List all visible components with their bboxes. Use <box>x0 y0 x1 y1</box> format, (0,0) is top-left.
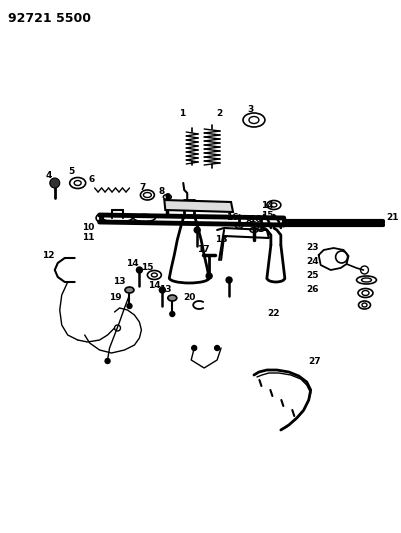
Circle shape <box>105 359 110 364</box>
Text: 2: 2 <box>215 109 222 117</box>
Text: 25: 25 <box>306 271 318 280</box>
Text: 10: 10 <box>81 223 94 232</box>
Text: 7: 7 <box>139 183 145 192</box>
Polygon shape <box>164 200 233 212</box>
Text: 24: 24 <box>306 257 318 266</box>
Text: 13: 13 <box>113 278 126 287</box>
Text: 20: 20 <box>182 294 195 303</box>
Text: 1: 1 <box>179 109 185 117</box>
Ellipse shape <box>125 287 134 293</box>
Text: 15: 15 <box>141 263 153 272</box>
Circle shape <box>225 277 231 283</box>
Text: 21: 21 <box>385 214 398 222</box>
Text: 18: 18 <box>214 236 227 245</box>
Text: 12: 12 <box>41 251 54 260</box>
Text: 4: 4 <box>45 171 52 180</box>
Circle shape <box>206 273 212 279</box>
Circle shape <box>159 287 165 293</box>
Text: 11: 11 <box>81 233 94 243</box>
Text: 16: 16 <box>248 215 261 224</box>
Text: 8: 8 <box>158 188 164 197</box>
Text: 26: 26 <box>306 286 318 295</box>
Text: 17: 17 <box>196 246 209 254</box>
Text: 9: 9 <box>164 193 170 203</box>
Text: 5: 5 <box>69 167 75 176</box>
Circle shape <box>191 345 196 351</box>
Text: 14: 14 <box>126 259 138 268</box>
Text: 19: 19 <box>109 294 122 303</box>
Text: 6: 6 <box>88 175 95 184</box>
Ellipse shape <box>167 295 176 301</box>
Circle shape <box>50 178 60 188</box>
Text: 8: 8 <box>245 217 251 227</box>
Text: 3: 3 <box>247 106 253 115</box>
Circle shape <box>127 303 132 309</box>
Text: 23: 23 <box>306 244 318 253</box>
Text: 14: 14 <box>148 280 160 289</box>
Circle shape <box>194 227 200 233</box>
Text: 22: 22 <box>267 309 279 318</box>
Text: 27: 27 <box>308 358 320 367</box>
Text: 16: 16 <box>225 214 238 222</box>
Circle shape <box>136 267 142 273</box>
Text: 92721 5500: 92721 5500 <box>8 12 91 25</box>
Text: 14: 14 <box>260 200 273 209</box>
Text: 15: 15 <box>260 211 272 220</box>
Circle shape <box>169 311 174 317</box>
Circle shape <box>214 345 219 351</box>
Text: 13: 13 <box>159 286 171 295</box>
